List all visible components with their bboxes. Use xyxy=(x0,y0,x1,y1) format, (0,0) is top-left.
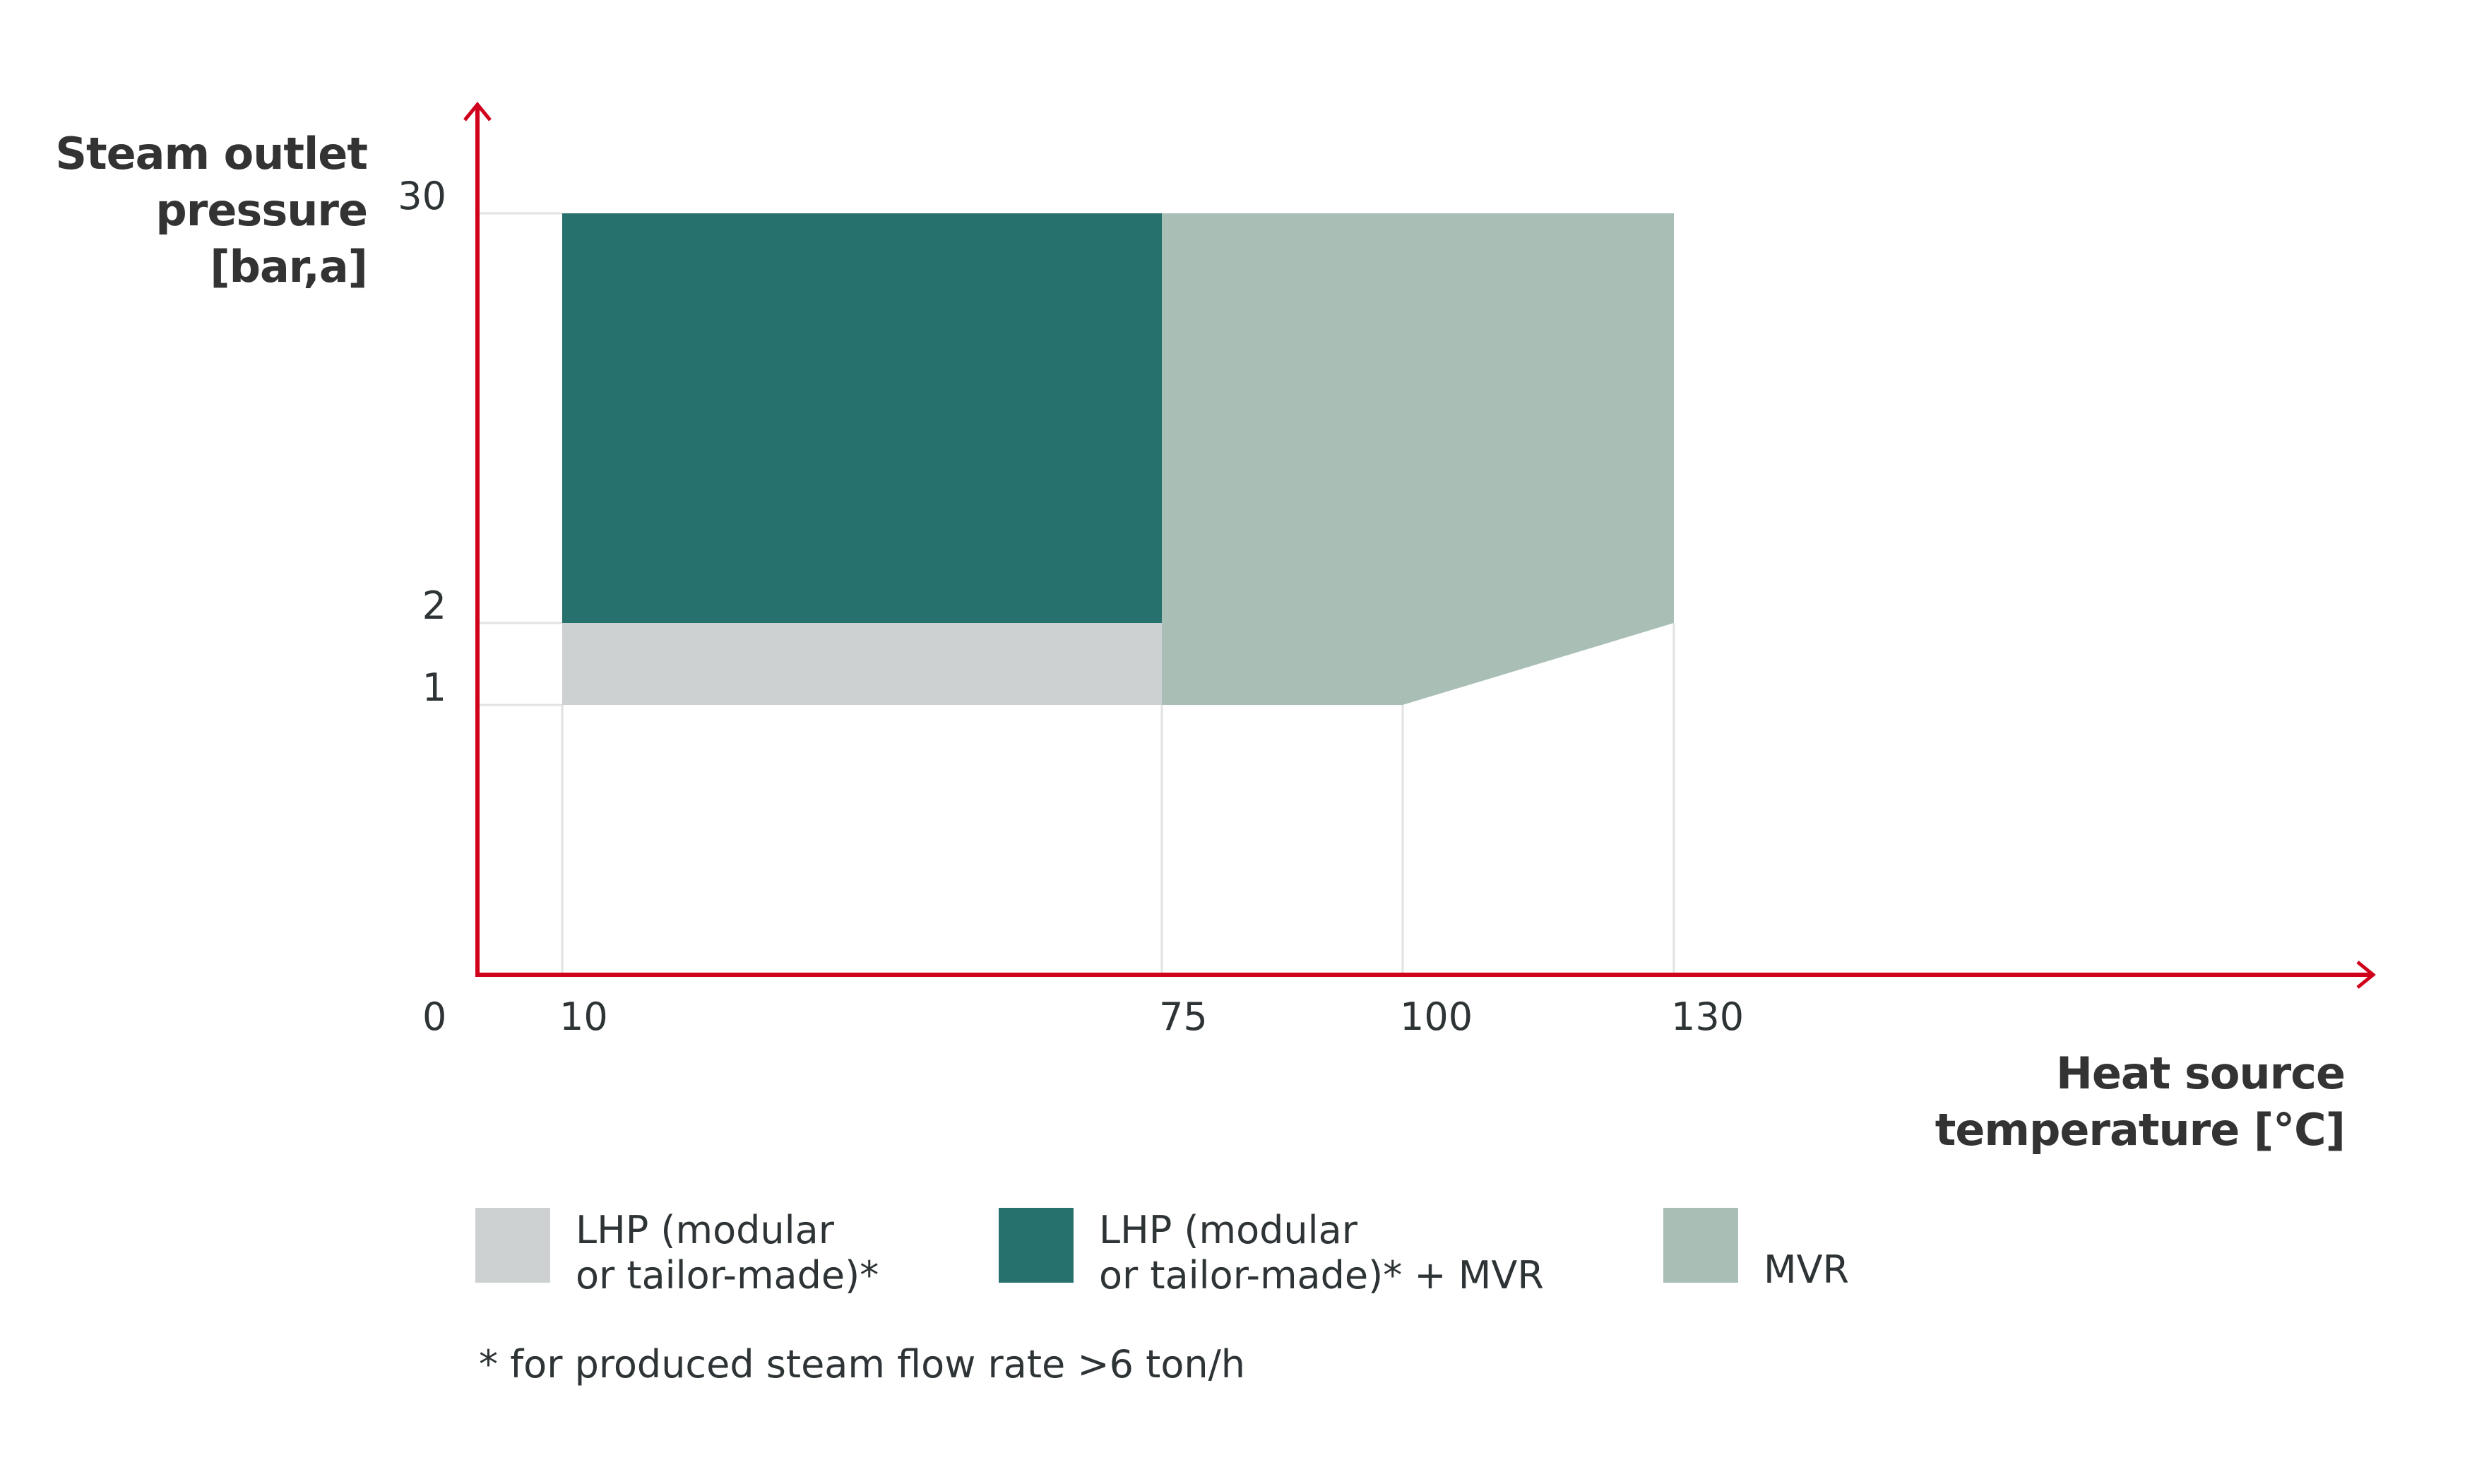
legend-swatch-lhp xyxy=(475,1208,550,1283)
x-tick-label-75: 75 xyxy=(1159,995,1208,1039)
legend: LHP (modular or tailor-made)* LHP (modul… xyxy=(0,1208,2472,1298)
x-tick-label-0: 0 xyxy=(422,995,446,1039)
legend-item-lhp: LHP (modular or tailor-made)* xyxy=(475,1208,970,1298)
region-2 xyxy=(1162,213,1674,705)
chart-ticks: 0 10 75 100 130 1 2 30 xyxy=(398,174,1744,1039)
chart-regions xyxy=(562,213,1674,705)
y-axis-arrow xyxy=(463,102,492,121)
x-axis-title: Heat source temperature [°C] xyxy=(1935,1047,2346,1156)
chart-guides xyxy=(477,212,1675,975)
legend-label-lhp: LHP (modular or tailor-made)* xyxy=(576,1208,879,1298)
footnote: * for produced steam flow rate >6 ton/h xyxy=(479,1342,1246,1387)
y-tick-label-1: 1 xyxy=(422,665,446,710)
x-axis-arrow xyxy=(2356,961,2376,989)
y-axis-title: Steam outlet pressure [bar,a] xyxy=(55,128,368,292)
legend-swatch-mvr xyxy=(1663,1208,1738,1283)
legend-swatch-lhp-mvr xyxy=(999,1208,1074,1283)
chart-axes xyxy=(463,102,2376,989)
region-1 xyxy=(562,213,1162,623)
region-0 xyxy=(562,623,1162,705)
y-tick-label-30: 30 xyxy=(398,174,446,218)
legend-label-mvr: MVR xyxy=(1764,1247,1850,1292)
legend-label-lhp-mvr: LHP (modular or tailor-made)* + MVR xyxy=(1099,1208,1544,1298)
legend-item-lhp-mvr: LHP (modular or tailor-made)* + MVR xyxy=(999,1208,1634,1298)
x-tick-label-130: 130 xyxy=(1671,995,1744,1039)
x-tick-label-10: 10 xyxy=(559,995,608,1039)
y-tick-label-2: 2 xyxy=(422,583,446,628)
legend-item-mvr: MVR xyxy=(1663,1208,2016,1292)
x-tick-label-100: 100 xyxy=(1400,995,1473,1039)
